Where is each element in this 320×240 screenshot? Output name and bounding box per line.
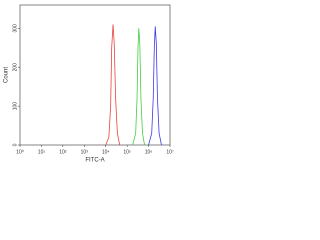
x-tick-label: 10⁰ bbox=[16, 149, 24, 155]
histogram-curve bbox=[105, 24, 121, 146]
x-tick-label: 10⁶ bbox=[145, 149, 153, 155]
histogram-curve bbox=[132, 28, 145, 146]
x-tick-label: 10⁷ bbox=[166, 149, 174, 155]
plot-frame bbox=[19, 4, 171, 146]
x-tick-label: 10⁵ bbox=[123, 149, 131, 155]
y-tick-label: 0 bbox=[12, 143, 18, 146]
histogram-curve bbox=[148, 26, 162, 146]
x-tick-label: 10² bbox=[59, 149, 67, 155]
y-tick-label: 300 bbox=[12, 24, 18, 33]
y-tick-label: 100 bbox=[12, 102, 18, 111]
x-tick-label: 10³ bbox=[81, 149, 89, 155]
y-axis-label: Count bbox=[4, 67, 10, 83]
y-tick-label: 200 bbox=[12, 63, 18, 72]
x-tick-label: 10⁴ bbox=[102, 149, 110, 155]
chart: FITC-A Count 10⁰ 10¹ 10² 10³ 10⁴ 10⁵ 10⁶ 10⁷ 0 10… bbox=[4, 4, 174, 164]
page: FITC-A Count 10⁰ 10¹ 10² 10³ 10⁴ 10⁵ 10⁶ 10⁷ 0 10… bbox=[3, 4, 174, 164]
x-axis-label: FITC-A bbox=[85, 158, 104, 164]
x-tick-label: 10¹ bbox=[38, 149, 46, 155]
